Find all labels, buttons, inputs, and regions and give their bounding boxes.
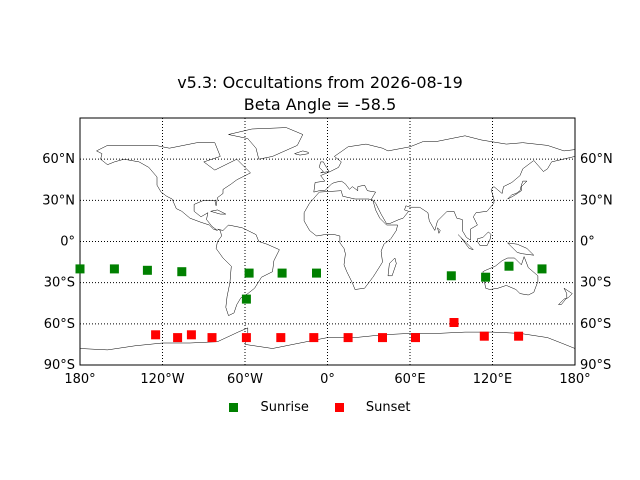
sunset-marker bbox=[449, 318, 459, 327]
y-tick-label-right: 60°S bbox=[580, 317, 611, 332]
occultation-markers bbox=[75, 261, 547, 343]
sunset-marker bbox=[173, 333, 183, 343]
y-tick-label-left: 60°N bbox=[42, 152, 75, 167]
coastline-7 bbox=[319, 161, 330, 174]
world-coastlines bbox=[79, 127, 576, 351]
sunset-marker bbox=[514, 331, 524, 341]
coastline-3 bbox=[313, 135, 576, 241]
y-tick-label-left: 90°S bbox=[44, 358, 75, 373]
coastline-5 bbox=[482, 255, 539, 296]
x-tick-label: 60°E bbox=[394, 372, 425, 387]
legend-label-sunset: Sunset bbox=[365, 400, 411, 415]
sunset-marker bbox=[479, 331, 489, 341]
coastline-12 bbox=[387, 257, 397, 277]
sunrise-marker bbox=[177, 267, 187, 277]
chart-title-line-1: v5.3: Occultations from 2026-08-19 bbox=[177, 73, 463, 92]
y-tick-label-left: 30°S bbox=[44, 276, 75, 291]
map-frame bbox=[79, 117, 576, 366]
legend: Sunrise Sunset bbox=[0, 400, 640, 415]
x-tick-label: 120°W bbox=[140, 372, 184, 387]
coastline-15 bbox=[210, 209, 226, 215]
coastline-2 bbox=[228, 127, 304, 160]
sunrise-marker-icon bbox=[229, 403, 239, 412]
y-tick-label-left: 0° bbox=[60, 235, 75, 250]
x-tick-label: 180° bbox=[559, 372, 590, 387]
y-tick-label-left: 30°N bbox=[42, 193, 75, 208]
chart-title-line-2: Beta Angle = -58.5 bbox=[243, 95, 397, 114]
coastline-11 bbox=[507, 242, 535, 256]
legend-item-sunrise: Sunrise bbox=[229, 400, 309, 415]
sunrise-marker bbox=[241, 294, 251, 304]
coastline-8 bbox=[507, 180, 528, 200]
y-tick-label-left: 60°S bbox=[44, 317, 75, 332]
coastline-10 bbox=[477, 231, 492, 246]
sunrise-marker bbox=[446, 271, 456, 281]
legend-label-sunrise: Sunrise bbox=[260, 400, 309, 415]
sunrise-marker bbox=[481, 272, 491, 282]
sunrise-marker bbox=[277, 268, 287, 278]
coastline-6 bbox=[79, 327, 576, 351]
coastline-14 bbox=[294, 150, 309, 156]
x-tick-label: 0° bbox=[320, 372, 335, 387]
x-tick-label: 180° bbox=[64, 372, 95, 387]
coastline-1 bbox=[215, 224, 280, 316]
y-tick-label-right: 90°S bbox=[580, 358, 611, 373]
sunset-marker bbox=[378, 333, 387, 343]
sunrise-marker bbox=[142, 265, 152, 275]
sunset-marker bbox=[309, 333, 319, 343]
x-tick-label: 60°W bbox=[227, 372, 263, 387]
coastline-16 bbox=[437, 227, 441, 235]
sunset-marker bbox=[151, 330, 161, 340]
sunrise-marker bbox=[75, 264, 85, 274]
graticule bbox=[80, 118, 575, 365]
axis-tick-labels: 180° 120°W 60°W 0° 60°E 120°E 180° 60°N 60°N 30°N… bbox=[42, 152, 613, 387]
sunset-marker bbox=[241, 333, 251, 343]
coastline-9 bbox=[457, 234, 474, 250]
x-tick-label: 120°E bbox=[473, 372, 513, 387]
y-tick-label-right: 0° bbox=[580, 235, 595, 250]
legend-item-sunset: Sunset bbox=[334, 400, 411, 415]
sunrise-marker bbox=[504, 261, 514, 271]
y-tick-label-right: 30°N bbox=[580, 193, 613, 208]
coastline-4 bbox=[303, 190, 398, 290]
coastline-13 bbox=[557, 287, 573, 305]
sunset-marker bbox=[276, 333, 286, 343]
sunset-marker bbox=[186, 330, 196, 340]
coastline-0 bbox=[96, 142, 251, 231]
sunrise-marker bbox=[537, 264, 547, 274]
sunrise-marker bbox=[312, 268, 321, 278]
sunset-marker-icon bbox=[334, 403, 344, 412]
y-tick-label-right: 60°N bbox=[580, 152, 613, 167]
sunrise-marker bbox=[244, 268, 254, 278]
y-tick-label-right: 30°S bbox=[580, 276, 611, 291]
sunset-marker bbox=[343, 333, 353, 343]
sunset-marker bbox=[411, 333, 420, 343]
sunrise-marker bbox=[109, 264, 119, 274]
sunset-marker bbox=[207, 333, 217, 343]
